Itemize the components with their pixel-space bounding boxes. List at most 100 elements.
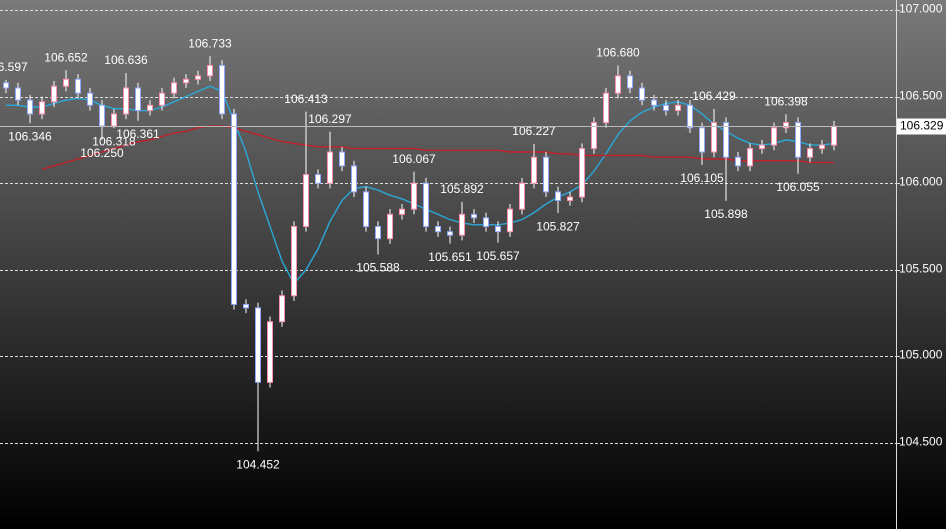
candle-body xyxy=(183,78,189,84)
candle-body xyxy=(75,78,81,94)
low-label: 105.827 xyxy=(536,219,580,233)
low-label: 106.318 xyxy=(92,134,136,148)
high-label: 106.413 xyxy=(284,92,328,106)
candle-body xyxy=(615,75,621,94)
candle-body xyxy=(63,78,69,87)
candle-body xyxy=(675,104,681,111)
candle-body xyxy=(759,144,765,150)
low-label: 105.651 xyxy=(428,250,472,264)
candle-body xyxy=(483,217,489,227)
candle-body xyxy=(267,321,273,383)
candle-body xyxy=(519,182,525,210)
high-label: 106.680 xyxy=(596,46,640,60)
candle-body xyxy=(255,307,261,383)
candle-body xyxy=(459,213,465,236)
candle-body xyxy=(327,151,333,184)
candle-body xyxy=(807,148,813,158)
candle-body xyxy=(495,225,501,233)
candle-body xyxy=(591,122,597,150)
y-tick-label: 105.500 xyxy=(899,262,943,276)
candle-body xyxy=(687,104,693,129)
high-label: 105.892 xyxy=(440,182,484,196)
low-label: 105.898 xyxy=(704,207,748,221)
low-label: 105.657 xyxy=(476,249,520,263)
candle-body xyxy=(207,64,213,77)
y-tick-label: 106.500 xyxy=(899,89,943,103)
candle-body xyxy=(375,225,381,240)
candle-body xyxy=(507,208,513,233)
candle-body xyxy=(579,148,585,198)
high-label: 106.429 xyxy=(692,89,736,103)
candle-body xyxy=(111,113,117,127)
candle-body xyxy=(135,87,141,111)
candle-body xyxy=(303,174,309,227)
candle-body xyxy=(399,208,405,215)
candle-body xyxy=(39,101,45,115)
candle-body xyxy=(555,191,561,202)
candle-body xyxy=(735,156,741,167)
low-label: 106.105 xyxy=(680,171,724,185)
candle-body xyxy=(243,303,249,309)
low-label: 106.361 xyxy=(116,127,160,141)
candle-body xyxy=(819,144,825,150)
candle-body xyxy=(51,85,57,103)
last-price-box xyxy=(897,118,946,135)
candle-body xyxy=(783,122,789,129)
candle-body xyxy=(639,87,645,101)
y-tick-label: 104.500 xyxy=(899,435,943,449)
candle-body xyxy=(159,92,165,106)
candle-body xyxy=(531,156,537,184)
low-label: 105.588 xyxy=(356,261,400,275)
candle-body xyxy=(123,87,129,115)
y-tick-label: 106.000 xyxy=(899,175,943,189)
candle-body xyxy=(291,225,297,297)
candle-body xyxy=(351,165,357,193)
candle-body xyxy=(195,75,201,80)
candle-body xyxy=(471,213,477,219)
high-label: 106.297 xyxy=(308,112,352,126)
candle-body xyxy=(147,104,153,111)
candle-body xyxy=(15,87,21,101)
candle-body xyxy=(663,104,669,111)
candle-body xyxy=(435,225,441,233)
candle-body xyxy=(99,104,105,127)
candle-body xyxy=(411,182,417,210)
candle-body xyxy=(447,231,453,236)
candle-body xyxy=(567,196,573,202)
candle-body xyxy=(171,82,177,94)
candle-body xyxy=(771,127,777,146)
candle-body xyxy=(603,92,609,124)
candle-body xyxy=(423,182,429,227)
candle-body xyxy=(339,151,345,167)
low-label: 106.055 xyxy=(776,180,820,194)
low-label: 104.452 xyxy=(236,457,280,471)
high-label: 106.398 xyxy=(764,94,808,108)
y-tick-label: 107.000 xyxy=(899,2,943,16)
candle-body xyxy=(651,99,657,106)
candle-body xyxy=(543,156,549,193)
candle-body xyxy=(723,122,729,158)
candle-body xyxy=(747,148,753,167)
candle-body xyxy=(831,125,837,146)
moving-average xyxy=(6,85,835,285)
high-label: 106.597 xyxy=(0,60,28,74)
low-label: 106.250 xyxy=(80,146,124,160)
high-label: 106.227 xyxy=(512,124,556,138)
candle-body xyxy=(27,99,33,115)
candle-body xyxy=(3,82,9,89)
candle-body xyxy=(795,122,801,158)
last-price-label: 106.329 xyxy=(900,119,944,133)
candle-body xyxy=(87,92,93,106)
candle-body xyxy=(363,191,369,227)
candle-body xyxy=(315,174,321,184)
high-label: 106.636 xyxy=(104,53,148,67)
high-label: 106.733 xyxy=(188,36,232,50)
candle-body xyxy=(387,213,393,240)
low-label: 106.346 xyxy=(8,129,52,143)
high-label: 106.652 xyxy=(44,50,88,64)
candle-body xyxy=(279,295,285,323)
candle-body xyxy=(231,113,237,305)
